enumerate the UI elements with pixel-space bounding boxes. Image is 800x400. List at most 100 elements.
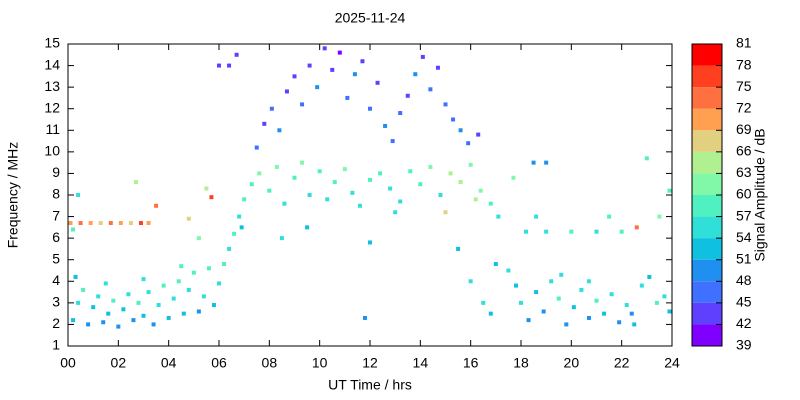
data-point <box>211 303 216 308</box>
colorbar-tick-label: 66 <box>736 143 752 159</box>
data-point <box>375 80 380 85</box>
colorbar-tick-label: 54 <box>736 229 752 245</box>
data-point <box>249 182 254 187</box>
data-point <box>204 186 209 191</box>
data-point <box>586 315 591 320</box>
data-point <box>209 195 214 200</box>
data-point <box>549 279 554 284</box>
data-point <box>146 221 151 226</box>
x-tick-label: 00 <box>60 355 76 371</box>
y-tick-label: 12 <box>44 99 60 115</box>
colorbar-tick-label: 42 <box>736 315 752 331</box>
data-point <box>541 309 546 314</box>
data-point <box>443 102 448 107</box>
data-point <box>420 54 425 59</box>
data-point <box>186 287 191 292</box>
data-point <box>398 199 403 204</box>
y-tick-label: 1 <box>52 337 60 353</box>
data-point <box>181 311 186 316</box>
data-point <box>300 102 305 107</box>
plot-frame <box>67 43 673 347</box>
y-tick-label: 8 <box>52 186 60 202</box>
data-point <box>307 193 312 197</box>
colorbar-tick-label: 45 <box>736 294 752 310</box>
data-point <box>448 171 453 176</box>
data-point <box>435 65 440 70</box>
data-point <box>350 190 355 195</box>
data-point <box>227 63 232 68</box>
colorbar-tick-label: 78 <box>736 56 752 72</box>
data-point <box>282 201 287 206</box>
data-point <box>98 221 103 226</box>
data-point <box>556 296 561 301</box>
data-point <box>405 93 410 98</box>
data-point <box>393 210 398 215</box>
data-point <box>176 279 181 284</box>
colorbar-tick-label: 51 <box>736 250 752 266</box>
data-point <box>267 188 272 193</box>
data-point <box>121 307 126 312</box>
data-point <box>418 182 423 187</box>
colorbar-tick-label: 57 <box>736 207 752 223</box>
data-point <box>362 315 367 320</box>
data-point <box>388 186 393 191</box>
data-point <box>390 139 395 144</box>
data-point <box>398 111 403 116</box>
data-point <box>292 74 297 79</box>
y-tick-label: 3 <box>52 294 60 310</box>
y-axis-label: Frequency / MHz <box>5 142 21 249</box>
data-point <box>126 292 131 297</box>
data-point <box>201 294 206 299</box>
data-point <box>526 318 531 323</box>
data-point <box>571 305 576 310</box>
data-point <box>103 281 108 286</box>
data-point <box>234 52 239 57</box>
data-point <box>76 193 81 197</box>
data-point <box>191 270 196 275</box>
data-point <box>116 324 121 329</box>
data-point <box>569 229 574 234</box>
data-point <box>325 197 330 202</box>
data-point <box>146 290 151 295</box>
data-point <box>242 197 247 202</box>
data-point <box>141 277 146 282</box>
data-point <box>292 175 297 180</box>
data-point <box>378 171 383 176</box>
data-point <box>133 180 138 185</box>
data-point <box>496 214 501 219</box>
data-point <box>607 214 612 219</box>
data-point <box>91 305 96 310</box>
data-point <box>368 177 372 182</box>
data-point <box>506 268 511 273</box>
data-point <box>667 309 672 314</box>
data-point <box>619 229 624 234</box>
data-point <box>513 283 518 288</box>
data-point <box>171 296 176 301</box>
colorbar-band <box>692 324 722 346</box>
data-point <box>579 287 584 292</box>
colorbar-band <box>692 108 722 131</box>
y-tick-label: 13 <box>44 78 60 94</box>
colorbar-band <box>692 281 722 303</box>
colorbar-band <box>692 259 722 282</box>
data-point <box>451 117 456 122</box>
data-point <box>639 283 644 288</box>
data-point <box>307 63 312 68</box>
y-tick-label: 10 <box>44 143 60 159</box>
data-point <box>305 225 310 230</box>
x-tick-label: 08 <box>262 355 278 371</box>
data-point <box>544 160 549 165</box>
y-tick-label: 9 <box>52 164 60 180</box>
data-point <box>534 290 539 295</box>
data-point <box>476 132 481 137</box>
colorbar-tick-label: 48 <box>736 272 752 288</box>
colorbar-tick-label: 60 <box>736 186 752 202</box>
data-point <box>151 322 156 327</box>
x-axis-label: UT Time / hrs <box>328 377 412 393</box>
data-point <box>106 311 111 316</box>
data-point <box>488 311 493 316</box>
data-point <box>667 188 672 193</box>
data-point <box>488 201 493 206</box>
y-tick-label: 2 <box>52 315 60 331</box>
